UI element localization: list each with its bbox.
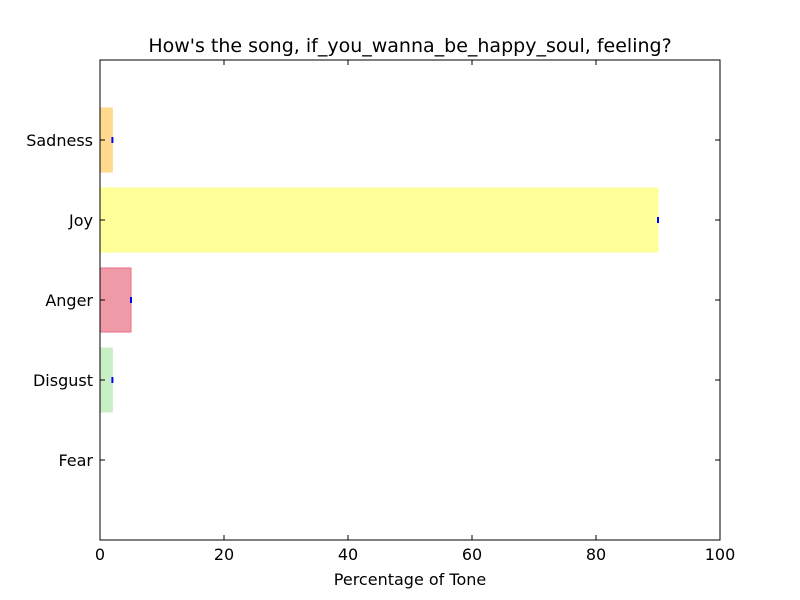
- y-tick-label-fear: Fear: [58, 451, 93, 470]
- x-axis: 0 20 40 60 80 100: [95, 60, 735, 564]
- chart-title: How's the song, if_you_wanna_be_happy_so…: [148, 35, 671, 57]
- bars-layer: [99, 107, 659, 413]
- y-tick-label-disgust: Disgust: [33, 371, 93, 390]
- plot-area-frame: [99, 59, 721, 541]
- x-tick-label: 60: [462, 545, 482, 564]
- x-axis-label: Percentage of Tone: [334, 570, 486, 589]
- y-tick-label-sadness: Sadness: [26, 131, 93, 150]
- x-tick-label: 40: [338, 545, 358, 564]
- y-axis: Fear Disgust Anger Joy Sadness: [26, 131, 720, 470]
- x-tick-label: 0: [95, 545, 105, 564]
- bar-anger: [99, 267, 132, 333]
- y-tick-label-joy: Joy: [68, 211, 93, 230]
- y-tick-label-anger: Anger: [45, 291, 93, 310]
- x-tick-label: 20: [214, 545, 234, 564]
- x-tick-label: 80: [586, 545, 606, 564]
- bar-joy: [99, 187, 659, 253]
- x-tick-label: 100: [705, 545, 736, 564]
